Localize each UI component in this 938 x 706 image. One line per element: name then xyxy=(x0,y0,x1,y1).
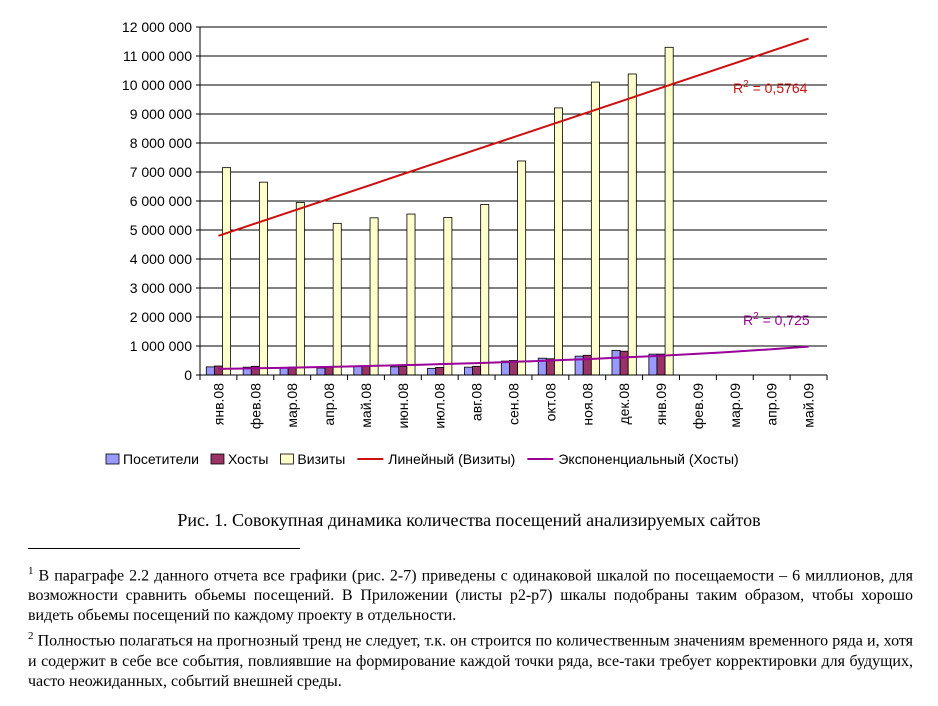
bar-visitors xyxy=(464,366,473,376)
y-tick-label: 8 000 000 xyxy=(130,135,192,151)
legend-label: Визиты xyxy=(297,451,345,467)
bar-hosts xyxy=(361,365,371,376)
bar-hosts xyxy=(472,365,482,376)
r2-label-exponential: R2 = 0,725 xyxy=(743,311,810,328)
legend-label: Хосты xyxy=(228,451,268,467)
bar-visits xyxy=(590,81,600,376)
footnote-2: 2 Полностью полагаться на прогнозный тре… xyxy=(28,626,913,691)
bar-hosts xyxy=(656,353,666,376)
x-tick-label: апр.09 xyxy=(764,383,780,426)
x-tick-label: янв.09 xyxy=(653,383,669,425)
y-tick-label: 1 000 000 xyxy=(130,338,192,354)
bar-visitors xyxy=(427,367,437,376)
footnote-1-mark: 1 xyxy=(28,565,34,577)
y-tick-label: 5 000 000 xyxy=(130,222,192,238)
bar-visits xyxy=(517,160,527,376)
legend-swatch xyxy=(210,453,225,465)
y-tick-label: 9 000 000 xyxy=(130,106,192,122)
figure-caption: Рис. 1. Совокупная динамика количества п… xyxy=(177,510,761,530)
y-tick-label: 6 000 000 xyxy=(130,193,192,209)
bar-visits xyxy=(664,46,674,376)
footnote-divider xyxy=(28,548,300,549)
x-tick-label: июн.08 xyxy=(395,383,411,429)
bar-visits xyxy=(369,217,379,376)
x-tick-label: окт.08 xyxy=(542,383,558,422)
footnote-1-text: В параграфе 2.2 данного отчета все графи… xyxy=(28,567,913,625)
bar-visitors xyxy=(353,366,363,376)
y-tick-label: 4 000 000 xyxy=(130,251,192,267)
bars xyxy=(205,46,674,376)
trendline-exponential xyxy=(218,345,809,370)
bar-visits xyxy=(258,181,268,376)
legend-label: Посетители xyxy=(123,451,199,467)
y-tick-label: 11 000 000 xyxy=(123,48,192,64)
footnotes: 1 В параграфе 2.2 данного отчета все гра… xyxy=(28,561,913,692)
y-tick-label: 12 000 000 xyxy=(122,19,192,35)
bar-visits xyxy=(332,222,342,376)
footnote-2-mark: 2 xyxy=(28,630,34,643)
x-tick-label: май.08 xyxy=(358,383,374,428)
footnote-1: 1 В параграфе 2.2 данного отчета все гра… xyxy=(28,561,913,626)
legend-label: Экспоненциальный (Хосты) xyxy=(558,451,738,467)
legend-label: Линейный (Визиты) xyxy=(388,451,515,467)
legend: Посетители Хосты Визиты Линейный (Визиты) Эк… xyxy=(105,451,739,467)
bar-hosts xyxy=(435,367,445,376)
y-tick-label: 7 000 000 xyxy=(130,164,192,180)
bar-visits xyxy=(295,202,305,376)
trendline-linear xyxy=(218,37,809,237)
x-tick-label: сен.08 xyxy=(506,383,522,425)
x-tick-label: фев.09 xyxy=(690,383,706,429)
x-tick-label: авг.08 xyxy=(469,383,485,421)
bar-visitors xyxy=(316,367,326,376)
axes: 0 1 000 000 2 000 000 3 000 000 4 000 000 5 0… xyxy=(122,19,828,429)
bar-visits xyxy=(222,167,232,376)
x-tick-label: янв.08 xyxy=(210,383,226,425)
x-tick-label: апр.08 xyxy=(321,383,337,426)
x-tick-label: фев.08 xyxy=(247,383,263,429)
bar-visitors xyxy=(648,353,658,376)
y-tick-label: 10 000 000 xyxy=(122,77,192,93)
y-tick-label: 3 000 000 xyxy=(130,280,192,296)
bar-visitors xyxy=(205,366,215,376)
x-tick-label: ноя.08 xyxy=(579,383,595,426)
x-tick-label: мар.09 xyxy=(727,383,743,428)
bar-visits xyxy=(554,107,563,376)
trendlines: R2 = 0,5764 R2 = 0,725 xyxy=(218,37,810,370)
legend-swatch xyxy=(280,453,294,465)
x-tick-label: июл.08 xyxy=(432,383,448,429)
x-tick-label: мар.08 xyxy=(284,383,300,428)
bar-visitors xyxy=(611,349,621,376)
bar-visitors xyxy=(390,366,400,376)
bar-visits xyxy=(480,204,490,376)
y-tick-label: 0 xyxy=(184,367,192,383)
bar-hosts xyxy=(213,365,223,376)
y-tick-label: 2 000 000 xyxy=(130,309,192,325)
bar-hosts xyxy=(398,366,408,376)
bar-hosts xyxy=(619,350,629,376)
footnote-2-text: Полностью полагаться на прогнозный тренд… xyxy=(28,632,913,690)
grid-lines xyxy=(200,26,827,347)
x-tick-label: май.09 xyxy=(801,383,817,428)
legend-swatch xyxy=(105,453,120,465)
x-tick-label: дек.08 xyxy=(616,383,632,425)
bar-visits xyxy=(443,217,453,376)
r2-label-linear: R2 = 0,5764 xyxy=(733,79,808,96)
bar-hosts xyxy=(324,366,334,376)
visits-chart: R2 = 0,5764 R2 = 0,725 0 1 000 000 2 000 00… xyxy=(105,19,828,467)
bar-visits xyxy=(627,73,637,376)
bar-visits xyxy=(406,213,416,376)
